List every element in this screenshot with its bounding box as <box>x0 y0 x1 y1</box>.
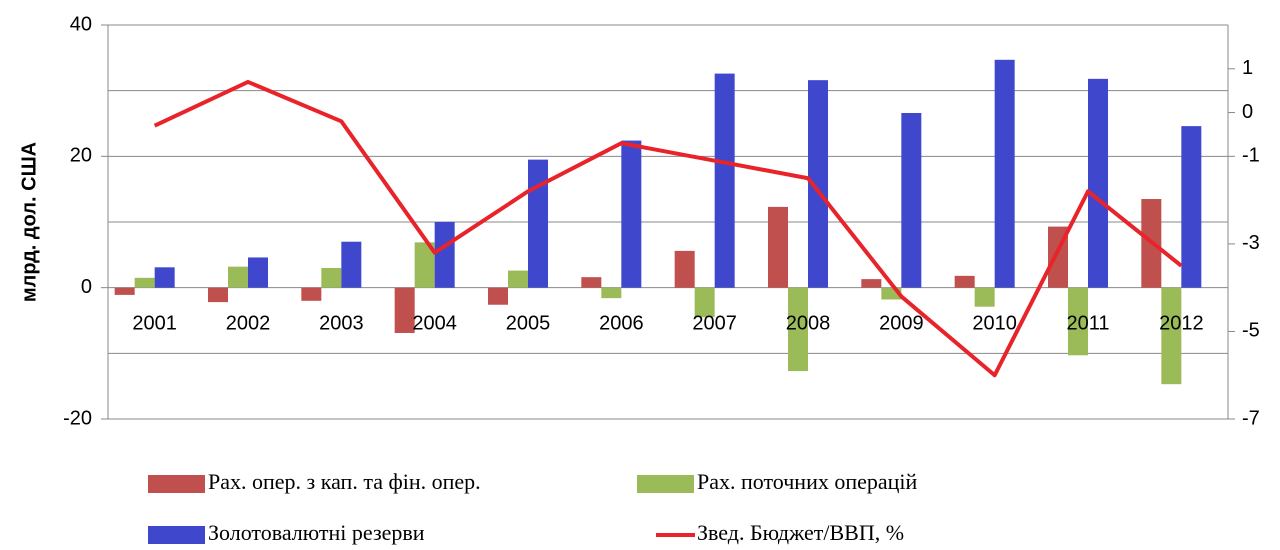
y2-tick-label: -7 <box>1242 407 1260 429</box>
bar <box>974 287 995 307</box>
x-tick-label: 2012 <box>1159 312 1204 334</box>
bar <box>301 287 322 301</box>
y-tick-label: 20 <box>70 145 92 167</box>
bar <box>134 277 155 288</box>
bar <box>601 287 622 299</box>
y-tick-label: -20 <box>63 407 92 429</box>
legend-label: Рах. опер. з кап. та фін. опер. <box>208 469 481 494</box>
bar <box>228 266 248 288</box>
y-tick-label: 0 <box>81 276 92 298</box>
bar <box>154 267 175 288</box>
x-tick-label: 2001 <box>132 312 177 334</box>
bar <box>248 257 268 288</box>
bar <box>954 275 975 288</box>
legend-label: Звед. Бюджет/ВВП, % <box>697 520 904 545</box>
x-tick-label: 2002 <box>226 312 271 334</box>
bar <box>694 287 715 318</box>
bar <box>414 242 435 288</box>
x-tick-label: 2003 <box>319 312 364 334</box>
legend-label: Золотовалютні резерви <box>208 520 425 545</box>
x-tick-label: 2004 <box>412 312 457 334</box>
bar <box>714 73 735 288</box>
bar <box>1181 126 1202 288</box>
bar <box>508 270 528 288</box>
bar <box>1068 287 1088 356</box>
bar <box>674 250 695 288</box>
x-tick-label: 2009 <box>879 312 924 334</box>
x-tick-label: 2008 <box>786 312 831 334</box>
y2-tick-label: -3 <box>1242 232 1260 254</box>
y2-tick-label: -1 <box>1242 145 1260 167</box>
legend-swatch <box>148 526 205 544</box>
bar <box>394 287 415 333</box>
bar <box>808 80 828 288</box>
bar <box>208 287 228 303</box>
bar <box>994 59 1015 288</box>
bar <box>1161 287 1182 385</box>
bar <box>768 206 788 288</box>
bar <box>341 241 362 288</box>
bar <box>881 287 902 300</box>
x-tick-label: 2006 <box>599 312 644 334</box>
y-axis-label: млрд. дол. США <box>18 142 40 302</box>
y-tick-label: 40 <box>70 13 92 35</box>
legend-label: Рах. поточних операцій <box>697 469 918 494</box>
bar <box>901 112 922 288</box>
x-tick-label: 2005 <box>506 312 551 334</box>
legend-swatch <box>637 475 694 493</box>
bar <box>621 140 642 288</box>
bar <box>788 287 808 372</box>
bar <box>861 279 882 288</box>
bar <box>488 287 508 305</box>
line-series <box>153 79 1183 378</box>
bar <box>321 267 342 288</box>
bar <box>528 159 548 288</box>
bar <box>114 287 135 295</box>
bar <box>1088 78 1108 288</box>
y2-tick-label: 0 <box>1242 101 1253 123</box>
x-tick-label: 2007 <box>692 312 737 334</box>
bar <box>434 222 455 288</box>
bar <box>581 277 602 288</box>
x-tick-label: 2011 <box>1066 312 1109 334</box>
legend-swatch <box>148 475 205 493</box>
y2-tick-label: -5 <box>1242 320 1260 342</box>
y2-tick-label: 1 <box>1242 57 1253 79</box>
x-tick-label: 2010 <box>972 312 1017 334</box>
